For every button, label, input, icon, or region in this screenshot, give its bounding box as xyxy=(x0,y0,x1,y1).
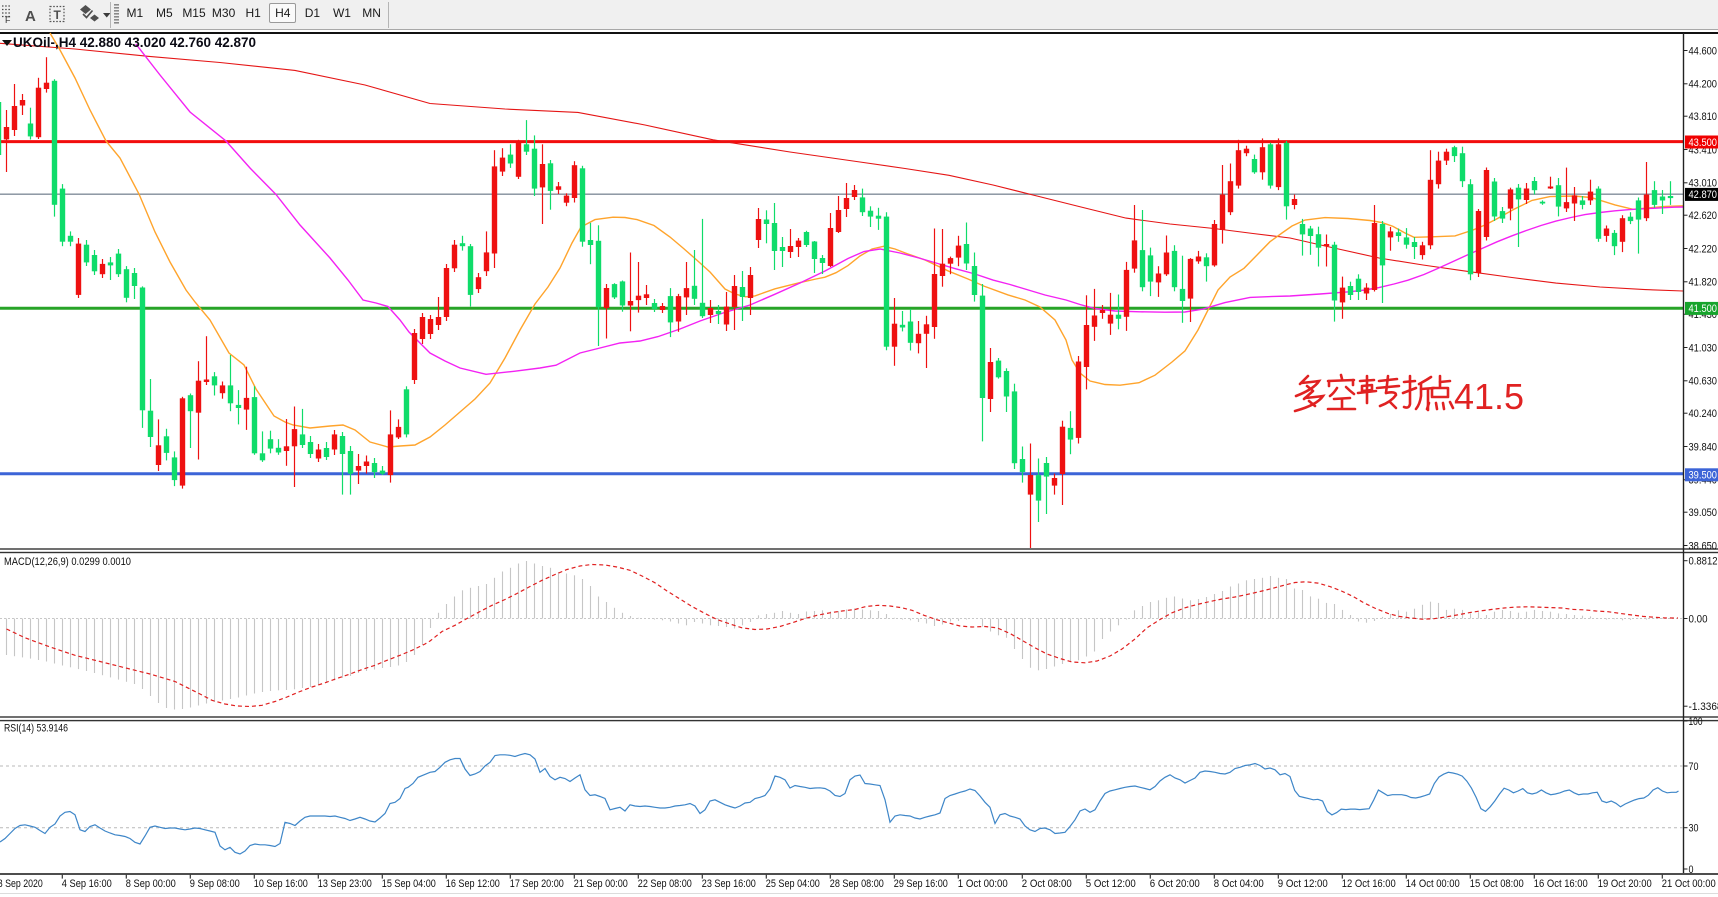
svg-text:42.220: 42.220 xyxy=(1689,243,1718,255)
svg-text:5 Oct 12:00: 5 Oct 12:00 xyxy=(1086,878,1136,890)
svg-text:29 Sep 16:00: 29 Sep 16:00 xyxy=(894,878,948,890)
svg-text:0: 0 xyxy=(1689,864,1694,876)
svg-text:42.870: 42.870 xyxy=(1689,189,1718,201)
svg-text:41.030: 41.030 xyxy=(1689,342,1718,354)
svg-text:44.600: 44.600 xyxy=(1689,45,1718,57)
svg-text:F: F xyxy=(5,15,11,25)
svg-text:MACD(12,26,9) 0.0299 0.0010: MACD(12,26,9) 0.0299 0.0010 xyxy=(4,556,131,568)
svg-text:9 Oct 12:00: 9 Oct 12:00 xyxy=(1278,878,1328,890)
svg-text:30: 30 xyxy=(1689,823,1699,835)
svg-text:16 Oct 16:00: 16 Oct 16:00 xyxy=(1534,878,1588,890)
svg-text:15 Oct 08:00: 15 Oct 08:00 xyxy=(1470,878,1524,890)
svg-text:16 Sep 12:00: 16 Sep 12:00 xyxy=(446,878,500,890)
svg-text:19 Oct 20:00: 19 Oct 20:00 xyxy=(1598,878,1652,890)
svg-text:2 Oct 08:00: 2 Oct 08:00 xyxy=(1022,878,1072,890)
svg-text:RSI(14) 53.9146: RSI(14) 53.9146 xyxy=(4,723,68,735)
svg-text:41.820: 41.820 xyxy=(1689,277,1718,289)
svg-text:39.050: 39.050 xyxy=(1689,507,1718,519)
svg-text:8 Oct 04:00: 8 Oct 04:00 xyxy=(1214,878,1264,890)
svg-text:8 Sep 00:00: 8 Sep 00:00 xyxy=(126,878,176,890)
svg-text:39.500: 39.500 xyxy=(1689,470,1718,482)
svg-text:12 Oct 16:00: 12 Oct 16:00 xyxy=(1342,878,1396,890)
svg-text:A: A xyxy=(25,8,36,25)
svg-text:38.650: 38.650 xyxy=(1689,540,1718,552)
svg-text:43.500: 43.500 xyxy=(1689,137,1718,149)
svg-text:UKOil-,H4 42.880 43.020 42.76: UKOil-,H4 42.880 43.020 42.760 42.870 xyxy=(13,35,256,50)
svg-text:39.840: 39.840 xyxy=(1689,441,1718,453)
svg-text:70: 70 xyxy=(1689,761,1699,773)
svg-text:23 Sep 16:00: 23 Sep 16:00 xyxy=(702,878,756,890)
svg-text:17 Sep 20:00: 17 Sep 20:00 xyxy=(510,878,564,890)
svg-text:1 Oct 00:00: 1 Oct 00:00 xyxy=(958,878,1008,890)
svg-text:21 Oct 00:00: 21 Oct 00:00 xyxy=(1662,878,1716,890)
svg-text:22 Sep 08:00: 22 Sep 08:00 xyxy=(638,878,692,890)
svg-text:13 Sep 23:00: 13 Sep 23:00 xyxy=(318,878,372,890)
svg-text:21 Sep 00:00: 21 Sep 00:00 xyxy=(574,878,628,890)
svg-text:40.630: 40.630 xyxy=(1689,376,1718,388)
svg-text:0.00: 0.00 xyxy=(1689,613,1708,625)
svg-text:-1.3368: -1.3368 xyxy=(1689,701,1718,713)
svg-text:4 Sep 16:00: 4 Sep 16:00 xyxy=(62,878,112,890)
svg-text:43.810: 43.810 xyxy=(1689,111,1718,123)
svg-text:42.620: 42.620 xyxy=(1689,210,1718,222)
svg-text:10 Sep 16:00: 10 Sep 16:00 xyxy=(254,878,308,890)
svg-text:0.8812: 0.8812 xyxy=(1689,556,1718,568)
svg-text:43.010: 43.010 xyxy=(1689,178,1718,190)
svg-text:44.200: 44.200 xyxy=(1689,79,1718,91)
svg-text:40.240: 40.240 xyxy=(1689,408,1718,420)
svg-text:41.5: 41.5 xyxy=(1454,376,1524,417)
svg-text:28 Sep 08:00: 28 Sep 08:00 xyxy=(830,878,884,890)
svg-text:6 Oct 20:00: 6 Oct 20:00 xyxy=(1150,878,1200,890)
svg-text:14 Oct 00:00: 14 Oct 00:00 xyxy=(1406,878,1460,890)
svg-text:25 Sep 04:00: 25 Sep 04:00 xyxy=(766,878,820,890)
svg-text:T: T xyxy=(54,8,62,22)
svg-text:9 Sep 08:00: 9 Sep 08:00 xyxy=(190,878,240,890)
svg-text:15 Sep 04:00: 15 Sep 04:00 xyxy=(382,878,436,890)
svg-text:3 Sep 2020: 3 Sep 2020 xyxy=(0,878,43,890)
svg-text:100: 100 xyxy=(1689,716,1703,728)
svg-text:41.500: 41.500 xyxy=(1689,303,1718,315)
